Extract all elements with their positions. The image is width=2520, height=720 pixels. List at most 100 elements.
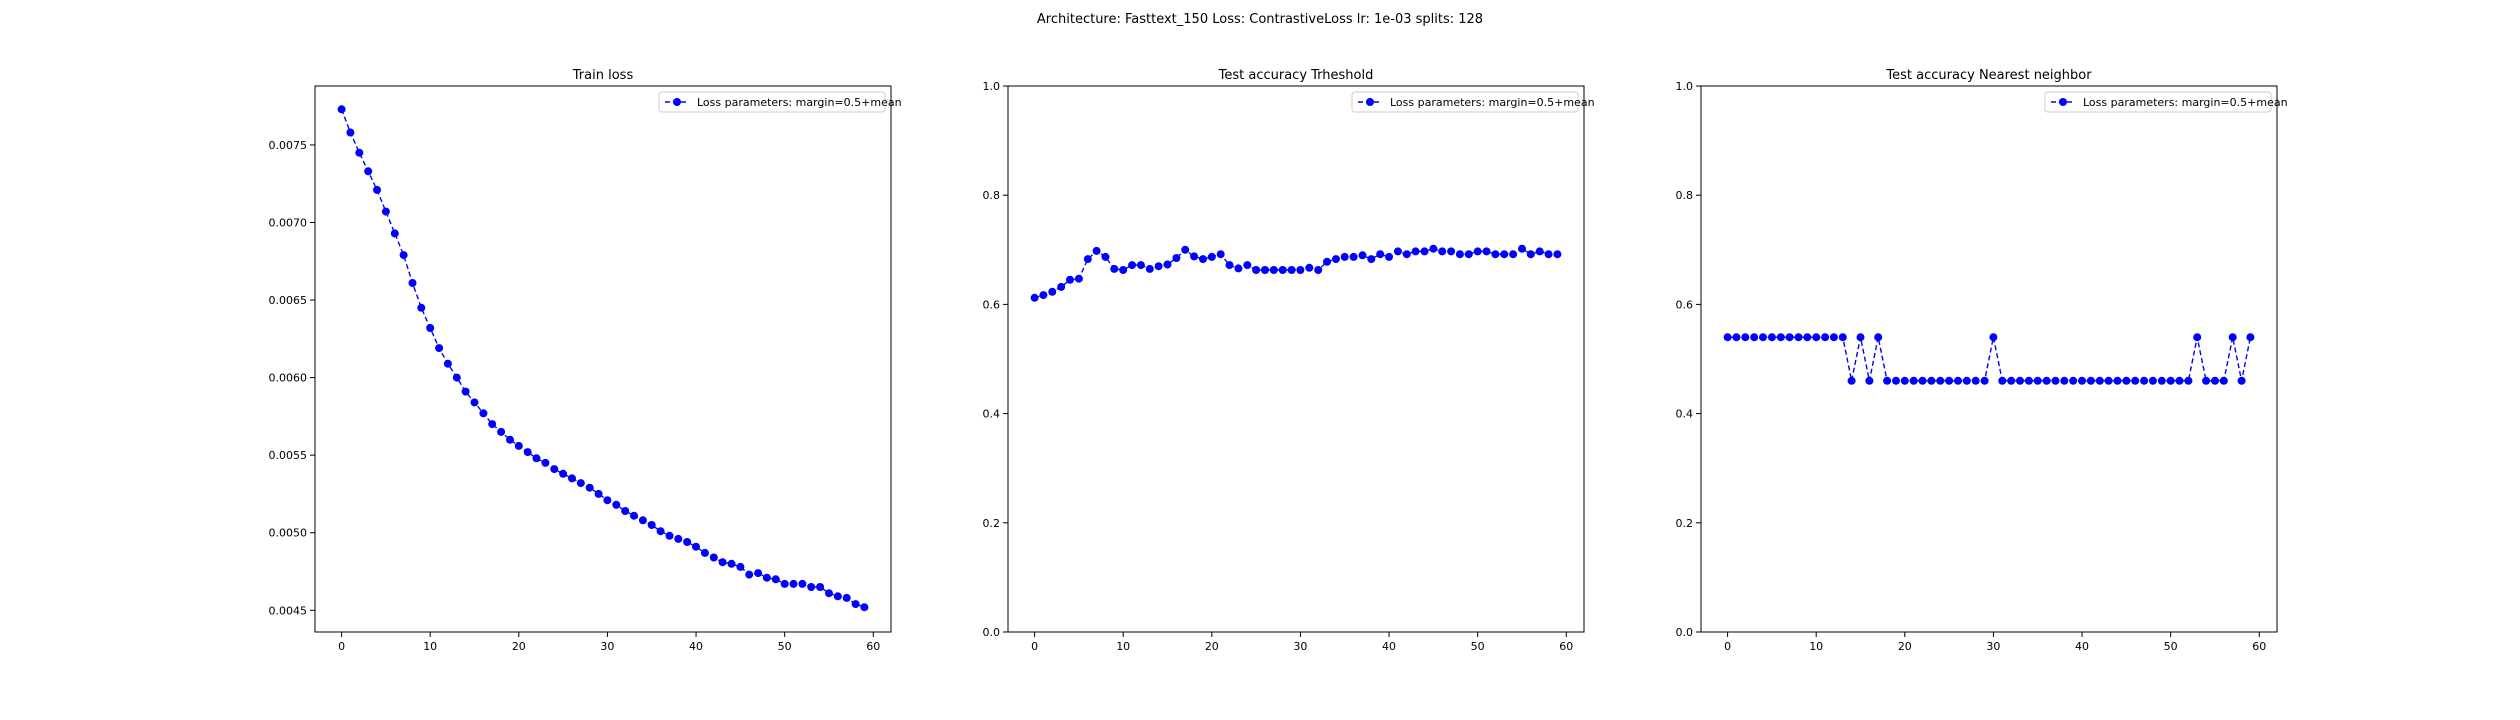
data-point [1874,333,1883,342]
plot-frame [314,85,892,633]
data-point [2078,376,2086,385]
data-point [1402,250,1411,259]
x-tick-label: 60 [866,640,880,653]
data-point [1776,333,1785,342]
data-point [1473,247,1482,256]
data-point [541,458,550,467]
y-tick-label: 0.8 [983,189,1001,202]
y-tick-label: 0.2 [1676,517,1694,530]
data-point [1759,333,1767,342]
legend-marker-swatch [673,98,681,106]
data-point [2246,333,2255,342]
x-tick-label: 0 [1031,640,1038,653]
data-point [470,398,479,407]
y-tick-label: 0.4 [983,408,1001,421]
data-point [1535,247,1544,256]
series-line [1727,336,2252,382]
data-point [1447,247,1456,256]
y-tick-label: 0.0050 [269,527,308,540]
data-point [506,435,514,444]
x-tick-label: 50 [1471,640,1485,653]
data-point [1287,266,1296,274]
data-point [1464,250,1473,259]
data-point [1066,275,1074,284]
legend-box [1351,91,1579,113]
data-point [630,511,638,520]
data-point [2104,376,2113,385]
data-point [585,483,594,492]
data-point [1980,376,1989,385]
data-point [1199,255,1207,264]
data-point [408,279,417,287]
data-point [1429,244,1438,253]
y-tick-label: 1.0 [983,80,1001,93]
data-point [461,387,470,396]
data-point [1057,282,1066,291]
y-tick-label: 0.0070 [269,217,308,230]
data-point [833,592,842,601]
data-point [381,207,390,216]
data-point [2166,376,2175,385]
data-point [1048,287,1057,296]
data-point [364,167,373,176]
data-point [1163,260,1172,269]
data-point [762,573,771,582]
data-point [1971,376,1980,385]
data-point [443,359,452,368]
data-point [1376,250,1385,259]
data-point [523,448,532,457]
data-point [771,575,780,584]
y-tick-label: 0.6 [983,298,1001,311]
data-point [2042,376,2051,385]
data-point [1340,252,1349,261]
data-point [1411,247,1420,256]
data-point [1367,255,1376,264]
data-point [1181,245,1190,254]
data-point [1083,255,1092,264]
data-point [1962,376,1971,385]
series-line [1034,247,1558,299]
legend-label: Loss parameters: margin=0.5+mean [2083,96,2288,109]
x-tick-label: 40 [689,640,703,653]
x-tick-label: 50 [2164,640,2178,653]
data-point [1509,250,1518,259]
data-point [576,479,585,488]
data-point [1892,376,1900,385]
data-point [1074,274,1083,283]
y-tick-label: 0.8 [1676,189,1694,202]
data-point [1883,376,1892,385]
subplot-test-accuracy-nearest-neighbor: Test accuracy Nearest neighbor 0 10 20 30 40 5… [1676,68,2288,653]
data-point [851,600,860,609]
data-point [1314,266,1323,274]
data-point [2060,376,2069,385]
data-point [2140,376,2149,385]
data-point [2202,376,2211,385]
data-point [2069,376,2078,385]
data-point [2024,376,2033,385]
data-point [656,527,665,536]
data-point [1821,333,1830,342]
data-point [2211,376,2219,385]
data-point [1393,247,1402,256]
data-point [1252,266,1261,274]
data-point [1243,261,1252,270]
data-point [1119,266,1128,274]
data-point [1385,252,1393,261]
legend-marker-swatch [2059,98,2067,106]
data-point [842,593,851,602]
data-point [1154,262,1163,271]
data-point [603,496,612,505]
data-point [612,500,621,509]
data-point [532,454,541,463]
data-point [1989,333,1998,342]
data-point [807,583,816,591]
legend-box [658,91,886,113]
data-point [1331,255,1340,264]
data-point [2122,376,2131,385]
data-point [816,583,825,591]
x-tick-label: 30 [1293,640,1307,653]
data-point [1207,252,1216,261]
data-point [2193,333,2202,342]
legend-box [2044,91,2272,113]
data-point [1216,250,1225,259]
